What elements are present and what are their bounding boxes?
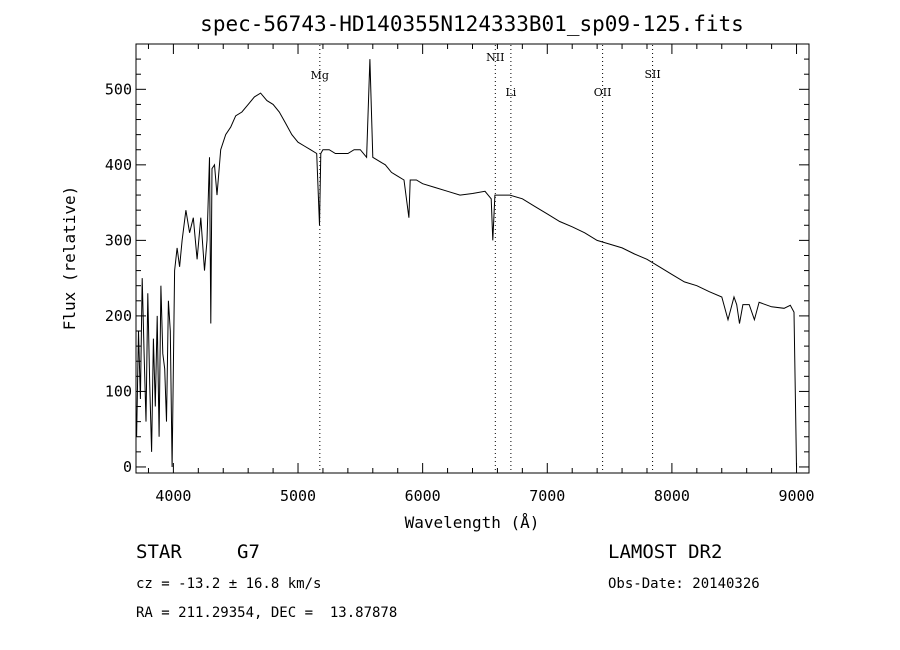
object-class: STAR — [136, 541, 182, 563]
x-tick-label: 6000 — [405, 487, 441, 505]
y-tick-label: 400 — [105, 156, 132, 174]
y-tick-label: 0 — [123, 458, 132, 476]
x-tick-label: 7000 — [529, 487, 565, 505]
y-tick-label: 500 — [105, 80, 132, 98]
y-axis: 0 100 200 300 400 500 — [105, 58, 809, 476]
line-markers: Mg NII Li OII SII — [311, 45, 661, 472]
line-label-li: Li — [505, 86, 516, 99]
line-label-oii: OII — [594, 86, 612, 99]
velocity-readout: cz = -13.2 ± 16.8 km/s — [136, 576, 322, 592]
y-axis-label: Flux (relative) — [60, 186, 79, 331]
survey-name: LAMOST DR2 — [608, 541, 723, 563]
x-tick-label: 4000 — [155, 487, 191, 505]
line-label-sii: SII — [644, 68, 660, 81]
line-label-mg: Mg — [311, 69, 329, 82]
coordinates-readout: RA = 211.29354, DEC = 13.87878 — [136, 605, 398, 621]
y-tick-label: 100 — [105, 382, 132, 400]
object-subclass: G7 — [237, 541, 260, 563]
line-label-nii: NII — [486, 51, 504, 64]
plot-frame — [135, 43, 810, 474]
obs-date: Obs-Date: 20140326 — [608, 576, 760, 592]
x-tick-label: 8000 — [654, 487, 690, 505]
x-axis: 4000 5000 6000 7000 8000 9000 — [147, 44, 815, 505]
x-tick-label: 5000 — [280, 487, 316, 505]
x-tick-label: 9000 — [778, 487, 814, 505]
chart-title: spec-56743-HD140355N124333B01_sp09-125.f… — [200, 12, 744, 36]
y-tick-label: 300 — [105, 231, 132, 249]
x-axis-label: Wavelength (Å) — [405, 513, 540, 532]
series-layer — [136, 59, 797, 468]
y-tick-label: 200 — [105, 307, 132, 325]
spectrum-line-0 — [136, 59, 797, 468]
